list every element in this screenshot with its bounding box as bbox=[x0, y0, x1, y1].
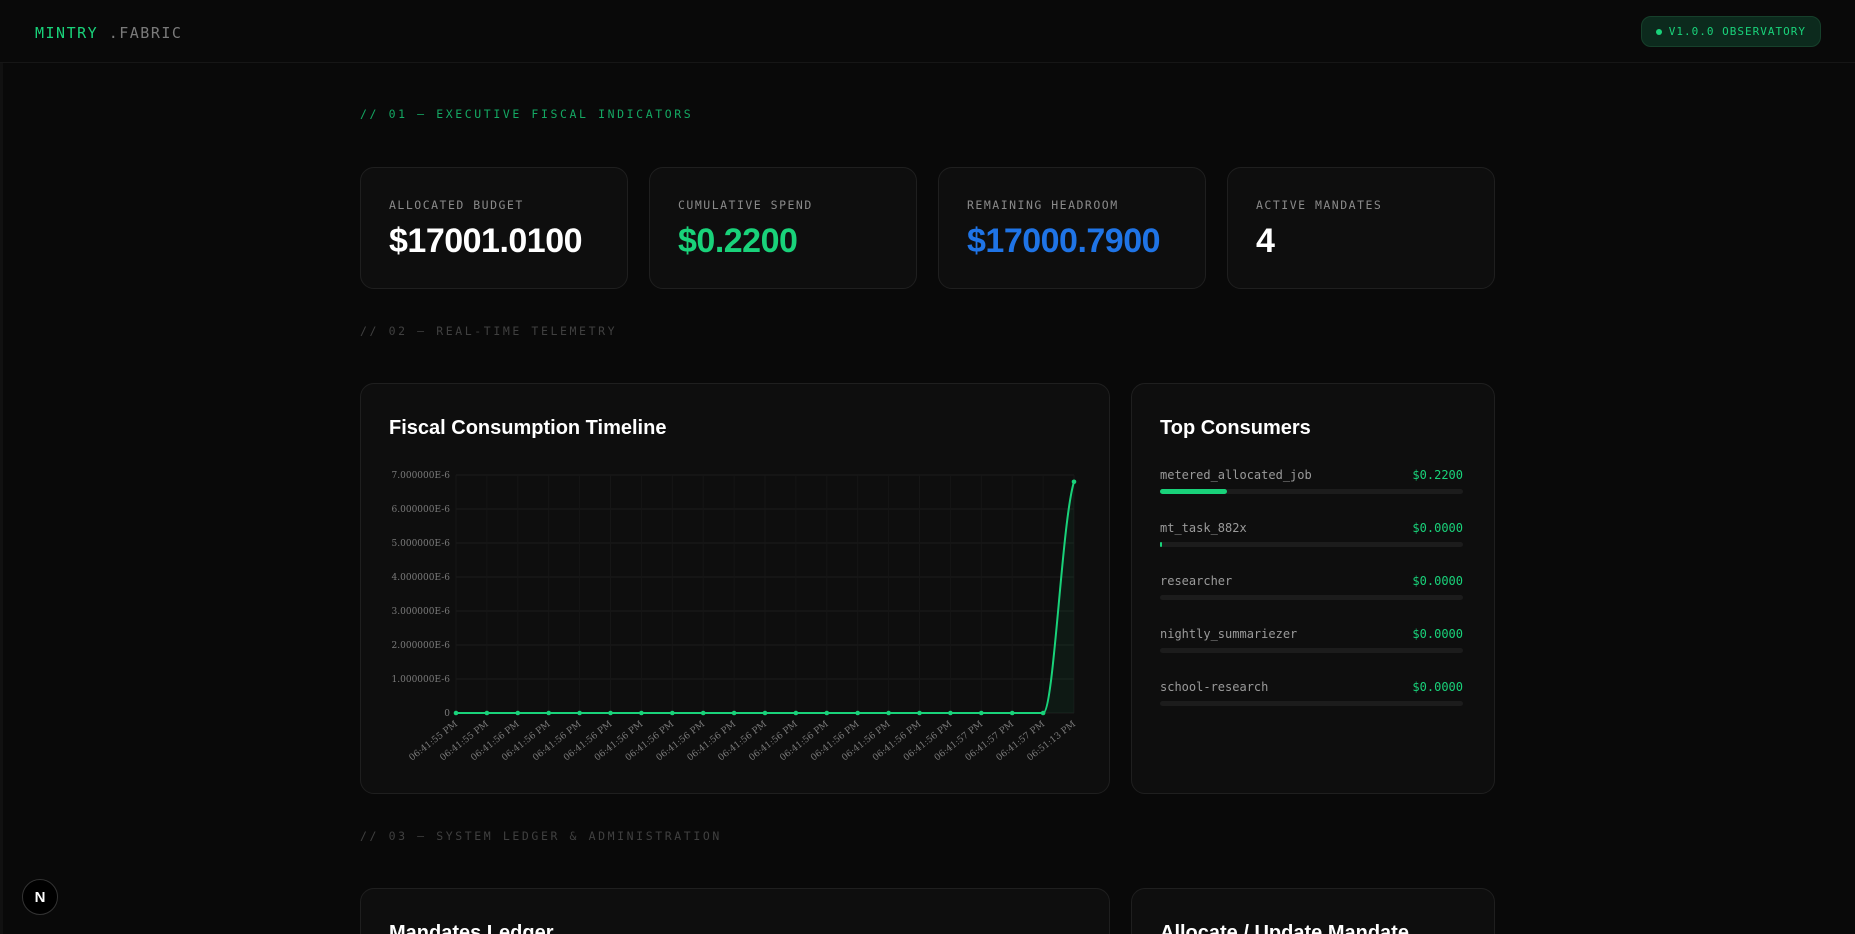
brand-suffix: .FABRIC bbox=[108, 24, 183, 42]
data-point bbox=[979, 710, 984, 716]
consumer-row[interactable]: metered_allocated_job $0.2200 bbox=[1160, 468, 1463, 498]
version-badge-label: V1.0.0 OBSERVATORY bbox=[1668, 25, 1806, 38]
consumer-value: $0.2200 bbox=[1412, 468, 1463, 482]
data-point bbox=[886, 710, 891, 716]
kpi-card-active-mandates: ACTIVE MANDATES 4 bbox=[1227, 167, 1495, 289]
consumer-bar-track bbox=[1160, 648, 1463, 653]
data-point bbox=[453, 710, 459, 716]
top-consumers-title: Top Consumers bbox=[1160, 417, 1311, 439]
y-tick-label: 6.000000E-6 bbox=[392, 505, 451, 515]
consumer-name: mt_task_882x bbox=[1160, 521, 1247, 535]
data-point bbox=[670, 710, 675, 716]
kpi-label: ALLOCATED BUDGET bbox=[389, 198, 524, 212]
section-label-fiscal: // 01 — EXECUTIVE FISCAL INDICATORS bbox=[360, 107, 694, 121]
dev-tools-button[interactable]: N bbox=[22, 879, 58, 915]
consumer-name: school-research bbox=[1160, 680, 1269, 694]
consumer-value: $0.0000 bbox=[1412, 627, 1463, 641]
allocate-mandate-title: Allocate / Update Mandate bbox=[1160, 922, 1409, 934]
consumer-bar-fill bbox=[1160, 542, 1162, 547]
kpi-label: ACTIVE MANDATES bbox=[1256, 198, 1383, 212]
y-tick-label: 3.000000E-6 bbox=[392, 607, 451, 617]
version-badge: V1.0.0 OBSERVATORY bbox=[1640, 16, 1821, 47]
data-point bbox=[917, 710, 922, 716]
left-edge-rail bbox=[0, 63, 3, 934]
section-label-telemetry: // 02 — REAL-TIME TELEMETRY bbox=[360, 324, 618, 338]
y-tick-label: 5.000000E-6 bbox=[392, 539, 451, 549]
consumer-bar-fill bbox=[1160, 489, 1227, 494]
kpi-label: CUMULATIVE SPEND bbox=[678, 198, 813, 212]
consumer-name: nightly_summariezer bbox=[1160, 627, 1298, 641]
consumer-bar-track bbox=[1160, 701, 1463, 706]
data-point bbox=[700, 710, 706, 716]
consumer-bar-track bbox=[1160, 542, 1463, 547]
allocate-mandate-panel: Allocate / Update Mandate bbox=[1131, 888, 1495, 934]
data-point bbox=[608, 710, 613, 716]
top-consumers-panel: Top Consumers metered_allocated_job $0.2… bbox=[1131, 383, 1495, 794]
data-point bbox=[1040, 710, 1046, 716]
consumer-row[interactable]: school-research $0.0000 bbox=[1160, 680, 1463, 710]
y-tick-label: 0 bbox=[444, 709, 450, 719]
data-point bbox=[577, 710, 582, 716]
kpi-value: $0.2200 bbox=[678, 222, 798, 260]
series-line bbox=[456, 481, 1075, 714]
y-tick-label: 4.000000E-6 bbox=[392, 573, 451, 583]
consumer-row[interactable]: nightly_summariezer $0.0000 bbox=[1160, 627, 1463, 657]
kpi-value: 4 bbox=[1256, 222, 1275, 260]
dev-tools-icon: N bbox=[34, 888, 46, 906]
mandates-ledger-title: Mandates Ledger bbox=[389, 922, 554, 934]
timeline-chart[interactable]: 0 1.000000E-6 2.000000E-6 3.000000E-6 4.0000… bbox=[361, 384, 1111, 795]
consumer-row[interactable]: mt_task_882x $0.0000 bbox=[1160, 521, 1463, 551]
timeline-title: Fiscal Consumption Timeline bbox=[389, 417, 667, 439]
data-point bbox=[1071, 479, 1077, 485]
consumer-value: $0.0000 bbox=[1412, 574, 1463, 588]
data-point bbox=[948, 710, 953, 716]
y-tick-label: 2.000000E-6 bbox=[392, 641, 451, 651]
data-point bbox=[824, 710, 830, 716]
kpi-value: $17001.0100 bbox=[389, 222, 583, 260]
y-tick-label: 7.000000E-6 bbox=[392, 471, 451, 481]
y-tick-label: 1.000000E-6 bbox=[392, 675, 451, 685]
data-point bbox=[484, 710, 490, 716]
consumer-row[interactable]: researcher $0.0000 bbox=[1160, 574, 1463, 604]
data-point bbox=[762, 710, 768, 716]
kpi-value: $17000.7900 bbox=[967, 222, 1161, 260]
top-bar: MINTRY .FABRIC V1.0.0 OBSERVATORY bbox=[0, 0, 1855, 63]
data-point bbox=[793, 710, 799, 716]
mandates-ledger-panel: Mandates Ledger bbox=[360, 888, 1110, 934]
timeline-panel: Fiscal Consumption Timeline 0 1.000000E-6… bbox=[360, 383, 1110, 794]
consumer-name: researcher bbox=[1160, 574, 1233, 588]
kpi-card-remaining-headroom: REMAINING HEADROOM $17000.7900 bbox=[938, 167, 1206, 289]
kpi-label: REMAINING HEADROOM bbox=[967, 198, 1119, 212]
brand-name: MINTRY bbox=[35, 24, 99, 42]
data-point bbox=[731, 710, 737, 716]
consumer-name: metered_allocated_job bbox=[1160, 468, 1312, 482]
consumer-bar-track bbox=[1160, 489, 1463, 494]
consumer-value: $0.0000 bbox=[1412, 680, 1463, 694]
data-point bbox=[639, 710, 644, 716]
data-point bbox=[546, 710, 551, 716]
consumer-bar-track bbox=[1160, 595, 1463, 600]
consumer-value: $0.0000 bbox=[1412, 521, 1463, 535]
data-point bbox=[855, 710, 860, 716]
data-point bbox=[1009, 710, 1015, 716]
brand-logo[interactable]: MINTRY .FABRIC bbox=[35, 24, 182, 42]
section-label-ledger: // 03 — SYSTEM LEDGER & ADMINISTRATION bbox=[360, 829, 722, 843]
kpi-card-cumulative-spend: CUMULATIVE SPEND $0.2200 bbox=[649, 167, 917, 289]
kpi-card-allocated-budget: ALLOCATED BUDGET $17001.0100 bbox=[360, 167, 628, 289]
status-dot-icon bbox=[1655, 28, 1662, 35]
data-point bbox=[515, 710, 521, 716]
